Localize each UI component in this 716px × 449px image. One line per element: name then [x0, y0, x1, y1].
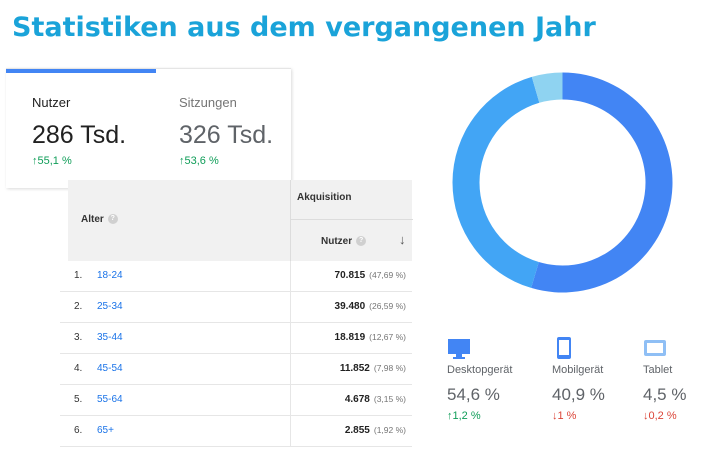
row-number: 1. [74, 270, 83, 281]
column-group-acquisition: Akquisition [291, 180, 413, 220]
donut-slice-desktop[interactable] [531, 72, 673, 293]
device-label: Desktopgerät [447, 364, 513, 376]
metric-value: 286 Tsd. [32, 121, 127, 149]
device-label: Mobilgerät [552, 364, 604, 376]
table-row: 2. 25-34 39.480 (26,59 %) [60, 292, 412, 323]
age-group-link[interactable]: 25-34 [97, 301, 123, 312]
users-value: 4.678 [344, 394, 370, 405]
table-row: 6. 65+ 2.855 (1,92 %) [60, 416, 412, 447]
device-mobile: Mobilgerät 40,9 % ↓1 % [552, 336, 605, 422]
metrics-card: Nutzer 286 Tsd. ↑55,1 % Sitzungen 326 Ts… [6, 68, 291, 188]
metric-tab-sessions[interactable]: Sitzungen 326 Tsd. ↑53,6 % [156, 69, 291, 189]
age-group-link[interactable]: 55-64 [97, 394, 123, 405]
users-percent: (1,92 %) [373, 425, 406, 435]
age-group-link[interactable]: 18-24 [97, 270, 123, 281]
help-icon[interactable]: ? [107, 214, 118, 225]
table-row: 1. 18-24 70.815 (47,69 %) [60, 261, 412, 292]
table-row: 5. 55-64 4.678 (3,15 %) [60, 385, 412, 416]
desktop-icon [448, 339, 470, 359]
device-share: 4,5 % [643, 385, 687, 404]
users-value: 2.855 [344, 425, 370, 436]
row-number: 4. [74, 363, 83, 374]
metric-change: ↑55,1 % [32, 155, 72, 167]
device-share: 40,9 % [552, 385, 605, 404]
row-number: 2. [74, 301, 83, 312]
sort-descending-icon[interactable]: ↓ [399, 232, 406, 247]
row-number: 6. [74, 425, 83, 436]
device-change: ↓0,2 % [643, 410, 677, 422]
help-icon[interactable]: ? [356, 236, 367, 247]
users-value: 39.480 [334, 301, 366, 312]
device-share: 54,6 % [447, 385, 500, 404]
users-percent: (47,69 %) [369, 270, 406, 280]
metric-label: Sitzungen [179, 95, 237, 110]
users-value: 70.815 [334, 270, 366, 281]
users-percent: (26,59 %) [369, 301, 406, 311]
row-number: 3. [74, 332, 83, 343]
table-header: Alter? Akquisition Nutzer? ↓ [60, 180, 413, 261]
device-change: ↑1,2 % [447, 410, 481, 422]
column-header-users[interactable]: Nutzer? [321, 236, 367, 247]
users-value: 11.852 [339, 363, 370, 374]
users-value: 18.819 [334, 332, 366, 343]
tablet-icon [644, 340, 666, 356]
age-group-link[interactable]: 65+ [97, 425, 114, 436]
table-row: 3. 35-44 18.819 (12,67 %) [60, 323, 412, 354]
users-percent: (12,67 %) [369, 332, 406, 342]
users-cell: 70.815 (47,69 %) [290, 261, 412, 292]
column-header-age[interactable]: Alter? [68, 180, 290, 261]
metric-value: 326 Tsd. [179, 121, 274, 149]
donut-slice-tablet[interactable] [531, 72, 563, 103]
table-body: 1. 18-24 70.815 (47,69 %) 2. 25-34 39.480 (26,5… [60, 261, 412, 447]
device-label: Tablet [643, 364, 673, 376]
metric-change: ↑53,6 % [179, 155, 219, 167]
table-row: 4. 45-54 11.852 (7,98 %) [60, 354, 412, 385]
users-cell: 39.480 (26,59 %) [290, 292, 412, 323]
metric-tab-users[interactable]: Nutzer 286 Tsd. ↑55,1 % [6, 69, 156, 189]
age-group-link[interactable]: 35-44 [97, 332, 123, 343]
row-number: 5. [74, 394, 83, 405]
mobile-icon [557, 337, 571, 359]
device-tablet: Tablet 4,5 % ↓0,2 % [643, 336, 686, 422]
age-table: Alter? Akquisition Nutzer? ↓ 1. 18-24 70.8… [60, 180, 413, 447]
column-header-acquisition: Akquisition Nutzer? ↓ [290, 180, 413, 261]
device-desktop: Desktopgerät 54,6 % ↑1,2 % [447, 336, 512, 422]
users-cell: 2.855 (1,92 %) [290, 416, 412, 447]
users-percent: (7,98 %) [373, 363, 406, 373]
page-title: Statistiken aus dem vergangenen Jahr [12, 12, 596, 43]
device-donut-chart [452, 72, 673, 293]
users-cell: 4.678 (3,15 %) [290, 385, 412, 416]
column-label-users: Nutzer [321, 236, 353, 247]
age-group-link[interactable]: 45-54 [97, 363, 123, 374]
donut-slice-mobile[interactable] [452, 76, 540, 288]
column-group-label: Akquisition [297, 192, 352, 203]
device-change: ↓1 % [552, 410, 577, 422]
metric-label: Nutzer [32, 95, 71, 110]
users-cell: 18.819 (12,67 %) [290, 323, 412, 354]
users-percent: (3,15 %) [373, 394, 406, 404]
users-cell: 11.852 (7,98 %) [290, 354, 412, 385]
column-label-age: Alter [81, 214, 104, 225]
